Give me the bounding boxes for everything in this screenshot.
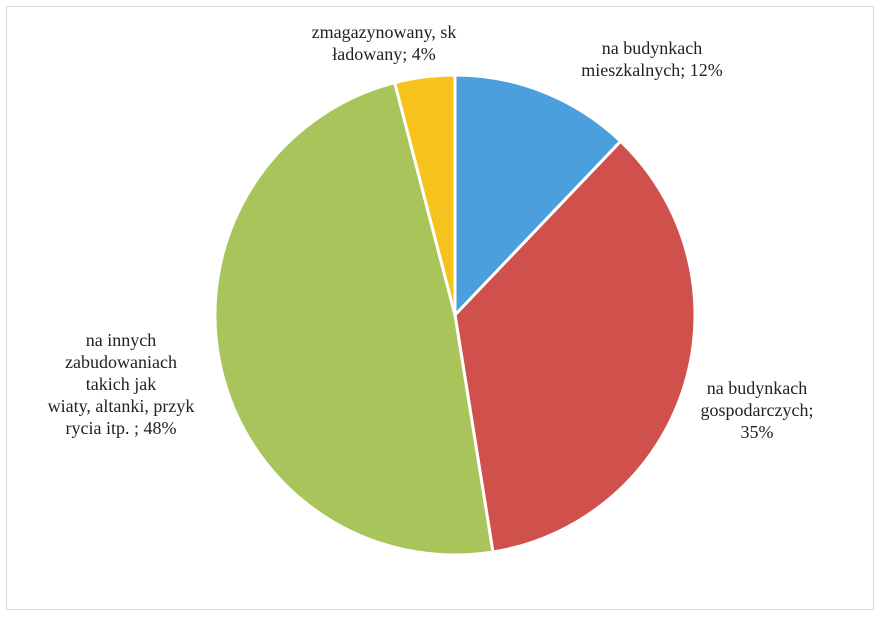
pie-slice-1 <box>453 139 697 554</box>
slice-label-line: na budynkach <box>601 38 703 58</box>
slice-label-line: ładowany; 4% <box>332 44 436 64</box>
slice-label-line: mieszkalnych; 12% <box>581 60 723 80</box>
slice-label-line: rycia itp. ; 48% <box>65 418 177 438</box>
pie-slice-2 <box>213 81 495 557</box>
pie-chart <box>213 73 697 557</box>
slice-label-line: zabudowaniach <box>65 352 177 372</box>
slice-label-line: zmagazynowany, sk <box>311 22 457 42</box>
slice-label-zmagazynowany: zmagazynowany, sk ładowany; 4% <box>289 21 479 65</box>
slice-label-line: na innych <box>85 330 157 350</box>
pie-slice-3 <box>393 73 457 317</box>
pie-slices <box>213 73 697 557</box>
chart-frame: na budynkach mieszkalnych; 12% na budynk… <box>6 6 874 610</box>
slice-label-line: 35% <box>740 422 774 442</box>
slice-label-line: na budynkach <box>706 378 808 398</box>
pie-slice-0 <box>453 73 623 317</box>
slice-label-line: gospodarczych; <box>700 400 814 420</box>
slice-label-line: takich jak <box>85 374 157 394</box>
slice-label-gospodarcze: na budynkach gospodarczych; 35% <box>687 377 827 443</box>
slice-label-line: wiaty, altanki, przyk <box>47 396 195 416</box>
slice-label-mieszkalne: na budynkach mieszkalnych; 12% <box>567 37 737 81</box>
slice-label-inne: na innych zabudowaniach takich jak wiaty… <box>21 329 221 439</box>
